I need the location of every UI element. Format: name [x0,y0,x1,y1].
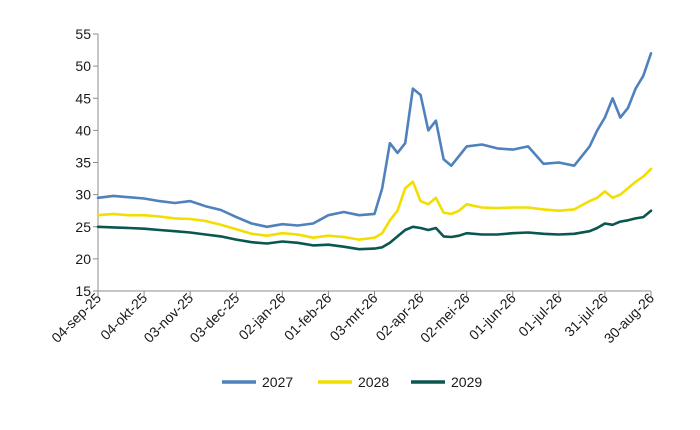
legend-label-2029: 2029 [451,374,482,390]
x-tick-label: 03-mrt-26 [326,290,380,344]
y-tick-label: 25 [75,219,91,235]
y-tick-label: 45 [75,90,91,106]
plot-area: 15 20 25 30 35 40 45 50 55 04-sep-2504-okt-2503-… [48,26,657,346]
y-tick-label: 55 [75,26,91,42]
x-axis-ticks: 04-sep-2504-okt-2503-nov-2503-dec-2502-j… [48,290,657,347]
x-tick-label: 01-jun-26 [466,290,519,343]
series-line-2029 [96,209,653,251]
y-tick-label: 40 [75,122,91,138]
y-tick-label: 30 [75,187,91,203]
series-line-2028 [96,167,653,241]
y-tick-label: 50 [75,58,91,74]
x-tick-label: 02-mei-26 [417,290,473,346]
x-tick-label: 01-jul-26 [515,290,565,340]
x-tick-label: 30-aug-26 [601,290,658,347]
legend: 2027 2028 2029 [222,374,482,390]
series-line-2027 [96,52,653,229]
x-tick-label: 01-feb-26 [281,290,335,344]
y-tick-label: 15 [75,283,91,299]
y-axis-ticks: 15 20 25 30 35 40 45 50 55 [75,26,98,299]
y-tick-label: 35 [75,155,91,171]
legend-label-2027: 2027 [262,374,293,390]
x-tick-label: 02-jan-26 [235,290,288,343]
legend-label-2028: 2028 [358,374,389,390]
x-tick-label: 03-dec-25 [186,290,242,346]
series-lines [96,52,653,251]
y-tick-label: 20 [75,251,91,267]
